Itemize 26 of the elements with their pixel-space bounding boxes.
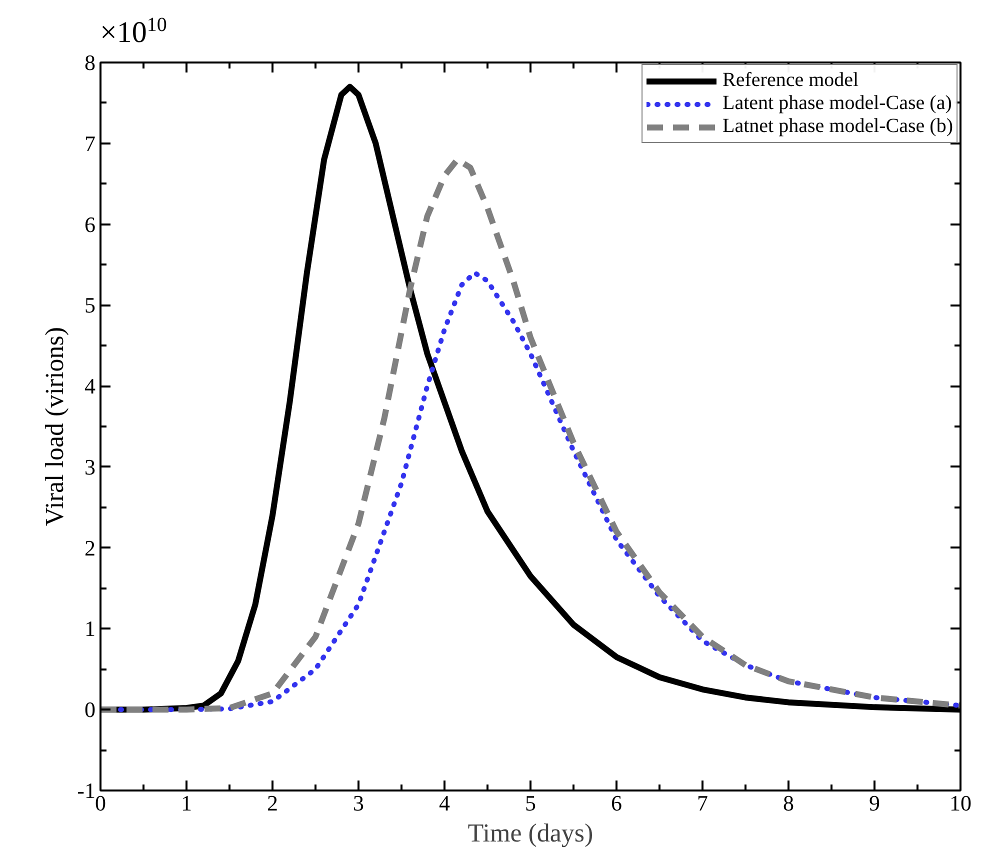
x-tick-label: 4 (439, 790, 450, 816)
legend-label: Latnet phase model-Case (b) (722, 115, 953, 138)
x-tick-label: 1 (181, 790, 192, 816)
x-tick-label: 6 (611, 790, 622, 816)
legend-label: Latent phase model-Case (a) (722, 92, 952, 115)
x-axis-title: Time (days) (468, 818, 594, 848)
y-tick-label: 4 (84, 374, 96, 399)
text: ×10$^{10}$ (100, 13, 167, 51)
x-tick-label: 9 (869, 790, 880, 816)
y-tick-label: 2 (84, 535, 96, 560)
y-axis-title: Viral load (virions) (40, 326, 70, 526)
y-tick-label: 3 (84, 454, 96, 480)
x-tick-label: 8 (783, 790, 794, 816)
x-tick-label: 2 (267, 790, 278, 816)
x-tick-label: 10 (950, 790, 972, 816)
y-tick-label: 7 (84, 130, 96, 156)
legend-label: Reference model (722, 69, 859, 92)
y-tick-label: 8 (84, 50, 96, 75)
y-tick-label: 0 (84, 697, 96, 722)
y-tick-label: -1 (77, 778, 96, 803)
y-tick-label: 6 (84, 212, 96, 237)
x-tick-label: 3 (353, 790, 364, 816)
y-tick-label: 1 (84, 616, 96, 642)
x-tick-label: 5 (525, 790, 536, 816)
x-tick-label: 7 (697, 790, 708, 816)
y-tick-label: 5 (84, 292, 96, 318)
